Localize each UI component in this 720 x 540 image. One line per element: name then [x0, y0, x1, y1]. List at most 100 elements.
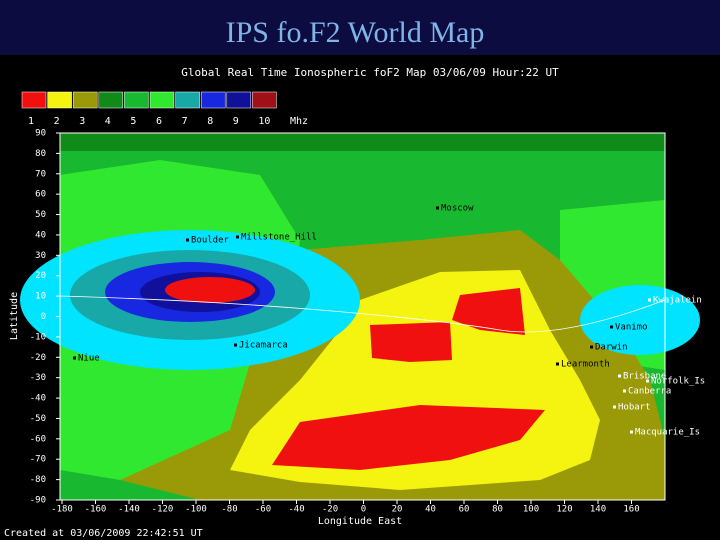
y-tick-label: -60: [30, 434, 46, 444]
legend-label: 8: [207, 116, 213, 127]
slide-title: IPS fo.F2 World Map: [226, 16, 485, 49]
x-tick-label: -180: [51, 505, 73, 515]
y-tick-label: -80: [30, 475, 46, 485]
legend-swatch: [21, 91, 47, 109]
x-tick-label: 100: [523, 505, 539, 515]
station-marker: [646, 379, 649, 383]
legend-label: 7: [182, 116, 188, 127]
station-label: Norfolk_Is: [651, 377, 705, 387]
map-plot: [20, 132, 700, 501]
x-tick-label: -20: [322, 505, 338, 515]
station-marker: [610, 325, 613, 329]
station-marker: [613, 405, 616, 409]
legend-label: 4: [105, 116, 111, 127]
station-label: Macquarie_Is: [635, 428, 700, 438]
station-marker: [630, 430, 633, 434]
legend-label: 9: [233, 116, 239, 127]
region: [452, 288, 525, 335]
y-tick-label: 40: [35, 230, 46, 240]
x-tick-label: 20: [392, 505, 403, 515]
legend-swatch: [98, 91, 124, 109]
station-label: Darwin: [595, 343, 628, 353]
region: [165, 277, 255, 303]
x-tick-label: -40: [288, 505, 304, 515]
legend-label: 1: [28, 116, 34, 127]
station-label: Learmonth: [561, 360, 610, 370]
y-tick-label: 30: [35, 251, 46, 261]
x-tick-label: -120: [152, 505, 174, 515]
x-tick-label: 0: [361, 505, 366, 515]
footer: Created at 03/06/2009 22:42:51 UT: [4, 528, 203, 539]
station-marker: [436, 206, 439, 210]
station-label: Kwajalein: [653, 296, 702, 306]
legend-swatch: [200, 91, 226, 109]
station-marker: [234, 343, 237, 347]
legend-swatch: [124, 91, 149, 109]
y-tick-label: 90: [35, 129, 46, 139]
legend-label: 10: [258, 116, 270, 127]
legend-swatch: [252, 91, 277, 109]
x-tick-label: -80: [221, 505, 237, 515]
y-tick-label: -30: [30, 373, 46, 383]
legend-label: 2: [54, 116, 60, 127]
station-label: Niue: [78, 354, 100, 364]
region: [60, 133, 665, 151]
y-tick-label: 70: [35, 169, 46, 179]
x-tick-label: 120: [556, 505, 572, 515]
legend-swatch: [149, 91, 175, 109]
y-tick-label: -10: [30, 332, 46, 342]
x-tick-label: -160: [85, 505, 107, 515]
y-tick-label: -40: [30, 394, 46, 404]
legend-label: 6: [156, 116, 162, 127]
station-marker: [556, 362, 559, 366]
y-axis-label: Latitude: [9, 292, 20, 340]
header-bar: [0, 0, 720, 55]
region: [272, 405, 545, 470]
y-tick-label: 80: [35, 149, 46, 159]
magnetic-equator: [59, 295, 666, 333]
y-tick-label: -70: [30, 455, 46, 465]
region: [370, 322, 452, 362]
station-marker: [648, 298, 651, 302]
station-marker: [623, 389, 626, 393]
y-tick-label: 50: [35, 210, 46, 220]
x-tick-label: 80: [492, 505, 503, 515]
y-tick-label: -20: [30, 353, 46, 363]
station-label: Vanimo: [615, 323, 648, 333]
region: [580, 285, 700, 355]
x-tick-label: 160: [623, 505, 639, 515]
legend-swatch: [47, 91, 72, 109]
y-tick-label: 60: [35, 190, 46, 200]
station-marker: [73, 356, 76, 360]
x-tick-label: 40: [425, 505, 436, 515]
legend-unit: Mhz: [290, 116, 308, 127]
y-tick-label: 0: [41, 312, 46, 322]
station-label: Canberra: [628, 387, 671, 397]
y-tick-label: -90: [30, 496, 46, 506]
station-label: Jicamarca: [239, 341, 288, 351]
x-tick-label: -100: [185, 505, 207, 515]
legend-label: 5: [130, 116, 136, 127]
station-marker: [590, 345, 593, 349]
station-label: Moscow: [441, 204, 474, 214]
x-tick-label: 60: [459, 505, 470, 515]
station-label: Brisbane: [623, 372, 666, 382]
y-tick-label: 10: [35, 292, 46, 302]
x-tick-label: -60: [255, 505, 271, 515]
y-tick-label: -50: [30, 414, 46, 424]
station-label: Hobart: [618, 403, 651, 413]
x-tick-label: -140: [118, 505, 140, 515]
x-tick-label: 140: [590, 505, 606, 515]
station-marker: [618, 374, 621, 378]
station-marker: [186, 238, 189, 242]
station-label: Millstone_Hill: [241, 233, 317, 243]
map-title: Global Real Time Ionospheric foF2 Map 03…: [181, 66, 559, 79]
legend-label: 3: [79, 116, 85, 127]
x-axis-label: Longitude East: [318, 516, 402, 527]
legend-swatch: [72, 91, 98, 109]
station-label: Boulder: [191, 236, 230, 246]
legend-swatch: [226, 91, 252, 109]
legend-swatch: [175, 91, 200, 109]
y-tick-label: 20: [35, 271, 46, 281]
